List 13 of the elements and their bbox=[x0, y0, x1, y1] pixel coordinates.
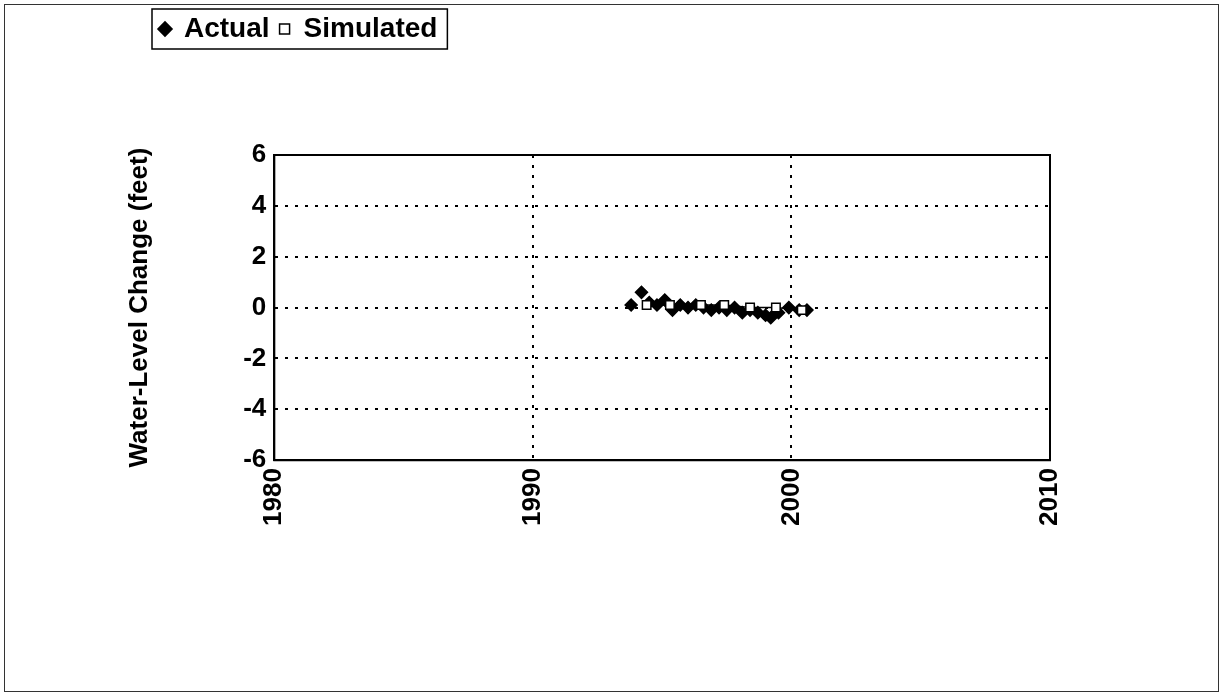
x-tick-label: 1980 bbox=[257, 468, 288, 526]
y-axis-title: Water-Level Change (feet) bbox=[122, 147, 153, 468]
x-tick-label: 2000 bbox=[774, 468, 805, 526]
legend-label: Simulated bbox=[303, 11, 438, 43]
legend-label: Actual bbox=[184, 11, 270, 43]
y-tick-label: 2 bbox=[251, 239, 267, 270]
y-tick-label: -4 bbox=[243, 392, 267, 423]
x-tick-label: 2010 bbox=[1033, 468, 1064, 526]
y-tick-label: 0 bbox=[251, 290, 267, 321]
y-tick-label: 6 bbox=[251, 138, 267, 169]
x-tick-label: 1990 bbox=[516, 468, 547, 526]
y-tick-label: 4 bbox=[251, 189, 267, 220]
y-tick-label: -2 bbox=[243, 341, 267, 372]
